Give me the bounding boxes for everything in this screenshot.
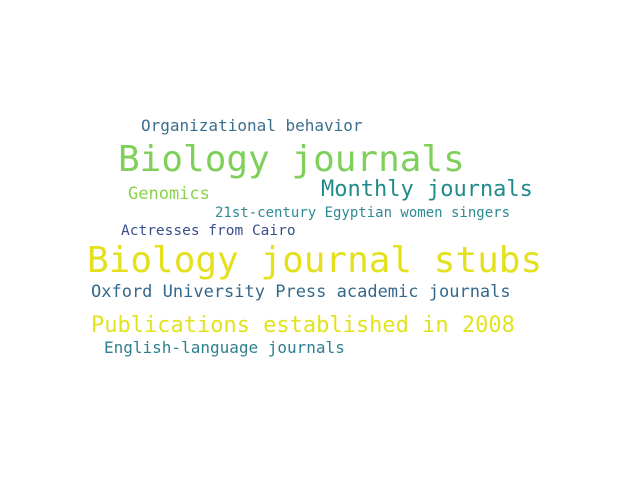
word-genomics: Genomics (128, 184, 210, 204)
word-biology-journal-stubs: Biology journal stubs (87, 240, 543, 281)
word-publications-2008: Publications established in 2008 (91, 313, 515, 338)
word-actresses-from-cairo: Actresses from Cairo (121, 223, 296, 239)
word-english-language-journals: English-language journals (104, 338, 345, 357)
word-biology-journals: Biology journals (118, 139, 465, 180)
word-monthly-journals: Monthly journals (321, 177, 533, 202)
word-oxford-university-press: Oxford University Press academic journal… (91, 282, 511, 302)
word-organizational-behavior: Organizational behavior (141, 116, 363, 135)
word-egyptian-women-singers: 21st-century Egyptian women singers (215, 205, 511, 221)
